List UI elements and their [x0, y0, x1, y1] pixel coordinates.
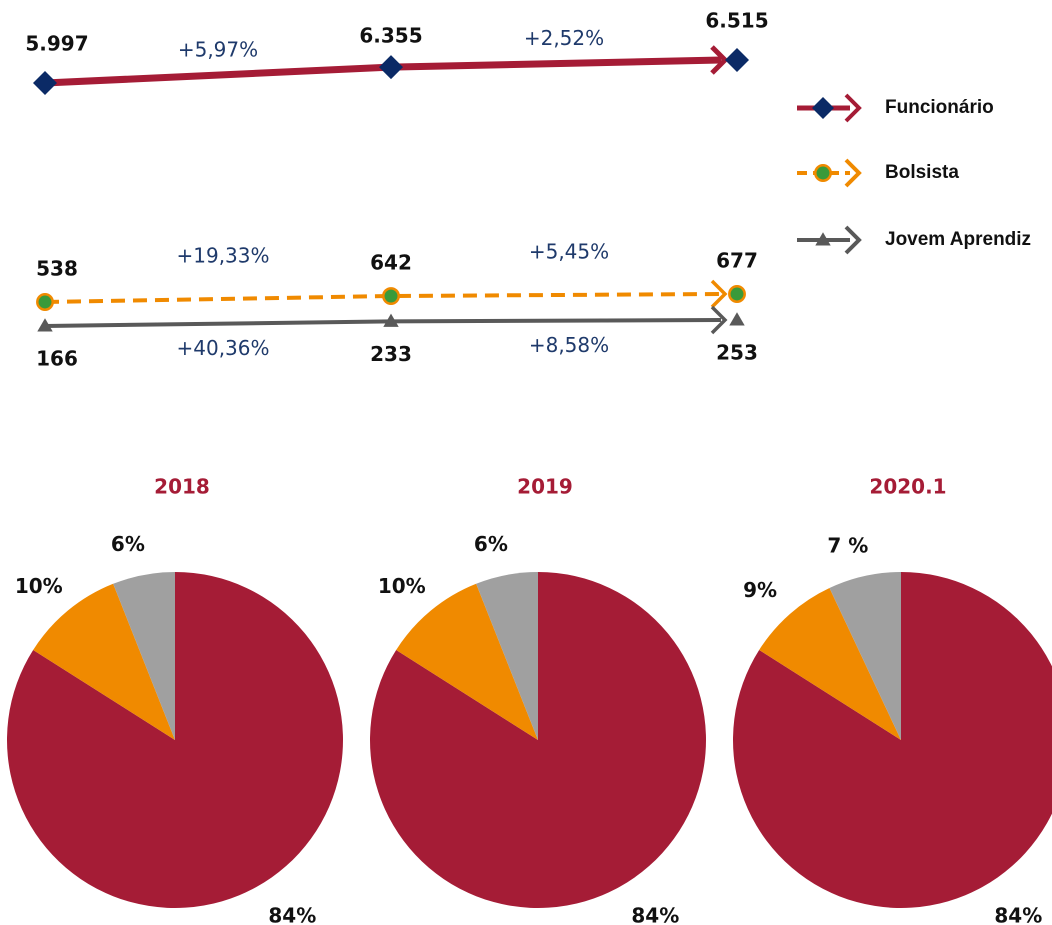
pie-title: 2019 [517, 475, 573, 499]
pie-label: 7 % [827, 533, 868, 557]
pie-label: 10% [378, 574, 426, 598]
change-label: +8,58% [529, 333, 609, 357]
legend-label: Bolsista [885, 162, 959, 183]
marker [729, 312, 745, 326]
change-label: +19,33% [176, 244, 269, 268]
pie-label: 84% [631, 904, 679, 925]
value-label: 538 [36, 257, 78, 281]
marker [728, 285, 746, 303]
pie-slice [113, 572, 175, 740]
marker [382, 287, 400, 305]
marker [379, 55, 403, 80]
value-label: 5.997 [25, 32, 88, 56]
marker [725, 48, 749, 72]
marker [37, 318, 53, 332]
arrow-head [710, 305, 728, 335]
pie-slice [396, 583, 538, 740]
pie-label: 84% [268, 904, 316, 925]
pie-label: 84% [994, 904, 1042, 925]
marker [815, 232, 831, 246]
legend-label: Funcionário [885, 97, 994, 118]
pie-slice [33, 583, 175, 740]
marker [33, 71, 57, 95]
pie-slice [733, 572, 1052, 908]
change-label: +5,97% [178, 38, 258, 62]
change-label: +5,45% [529, 240, 609, 264]
pie-slice [6, 572, 343, 908]
marker [812, 97, 834, 119]
value-label: 233 [370, 342, 412, 366]
arrow-head [844, 225, 862, 255]
value-label: 166 [36, 347, 78, 371]
marker [383, 313, 399, 327]
arrow-head [844, 93, 862, 123]
change-label: +40,36% [176, 336, 269, 360]
change-label: +2,52% [524, 26, 604, 50]
series-line [44, 292, 722, 304]
pie-title: 2018 [154, 475, 210, 499]
pie-title: 2020.1 [869, 475, 946, 499]
value-label: 253 [716, 341, 758, 365]
value-label: 677 [716, 249, 758, 273]
pie-label: 10% [15, 574, 63, 598]
pie-slice [759, 587, 901, 740]
pie-label: 6% [111, 532, 145, 556]
pie-label: 9% [743, 578, 777, 602]
value-label: 642 [370, 251, 412, 275]
value-label: 6.515 [705, 9, 768, 33]
marker [814, 164, 832, 182]
pie-label: 6% [474, 532, 508, 556]
pie-slice [476, 572, 538, 740]
arrow-head [710, 279, 728, 309]
marker [36, 293, 54, 311]
arrow-head [844, 158, 862, 188]
series-line [44, 318, 722, 328]
pie-slice [829, 572, 901, 740]
legend-label: Jovem Aprendiz [885, 229, 1031, 250]
value-label: 6.355 [359, 24, 422, 48]
